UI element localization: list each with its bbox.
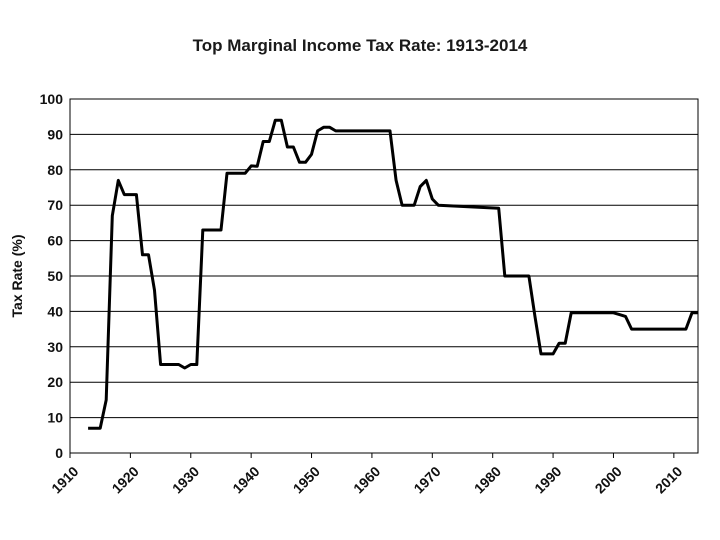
y-tick-label: 30 xyxy=(47,339,63,355)
gridlines xyxy=(70,98,698,454)
x-axis-ticks: 1910 1920 1930 1940 1950 1960 1970 1980 1990 2000… xyxy=(48,453,685,497)
y-tick-label: 0 xyxy=(55,445,63,461)
x-tick-label: 1910 xyxy=(48,463,81,496)
y-tick-label: 80 xyxy=(47,162,63,178)
y-tick-label: 50 xyxy=(47,268,63,284)
series-layer xyxy=(88,118,698,430)
plot-area-frame xyxy=(69,98,699,454)
y-axis-label: Tax Rate (%) xyxy=(9,235,25,318)
y-tick-label: 90 xyxy=(47,126,63,142)
x-tick-label: 1920 xyxy=(109,463,142,496)
y-tick-label: 10 xyxy=(47,410,63,426)
y-tick-label: 70 xyxy=(47,197,63,213)
x-tick-label: 1960 xyxy=(350,463,383,496)
x-tick-label: 1930 xyxy=(169,463,202,496)
y-tick-label: 20 xyxy=(47,374,63,390)
y-tick-label: 100 xyxy=(40,91,64,107)
x-tick-label: 1940 xyxy=(229,463,262,496)
x-tick-label: 2000 xyxy=(592,463,625,496)
series-line-0 xyxy=(88,118,698,430)
y-tick-label: 60 xyxy=(47,233,63,249)
x-tick-label: 1950 xyxy=(290,463,323,496)
y-axis-ticks: 0 10 20 30 40 50 60 70 80 90 100 xyxy=(40,91,64,461)
y-tick-label: 40 xyxy=(47,303,63,319)
x-tick-label: 1980 xyxy=(471,463,504,496)
x-tick-label: 1990 xyxy=(531,463,564,496)
chart-title: Top Marginal Income Tax Rate: 1913-2014 xyxy=(192,36,528,55)
x-tick-label: 2010 xyxy=(652,463,685,496)
x-tick-label: 1970 xyxy=(410,463,443,496)
